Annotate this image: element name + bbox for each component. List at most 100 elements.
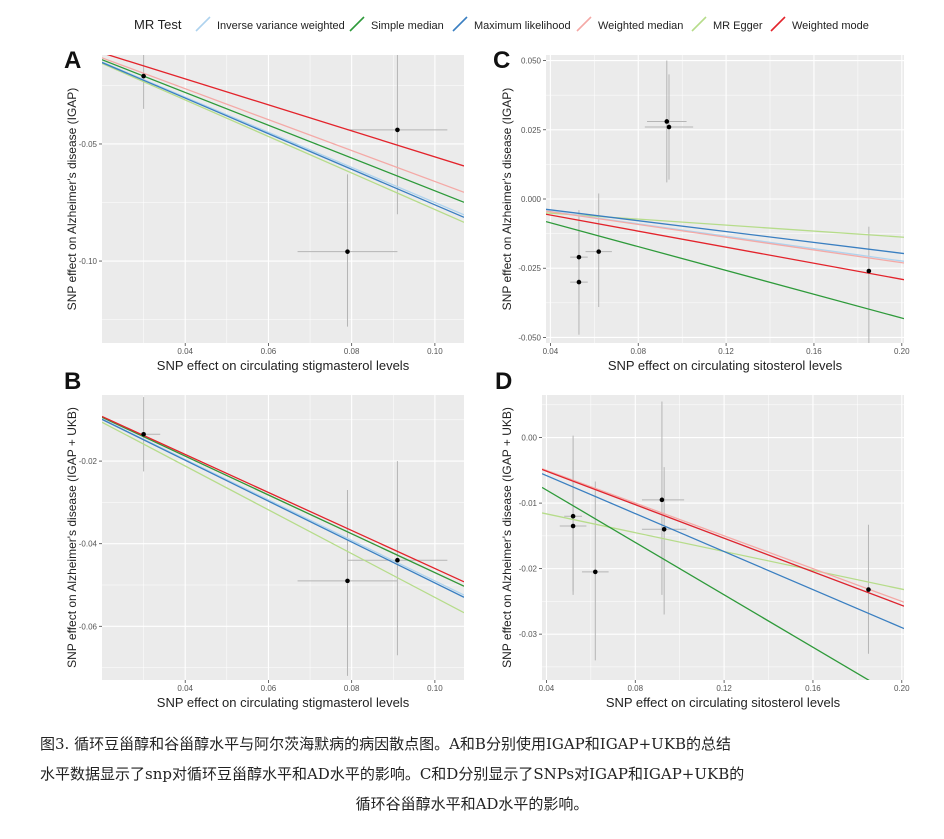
gridlines [546, 55, 904, 343]
snp-point [576, 254, 582, 260]
y-tick-label: -0.06 [79, 622, 98, 631]
x-tick-label: 0.04 [543, 347, 559, 356]
regression-line [546, 213, 904, 281]
snp-point [141, 431, 146, 437]
y-tick-label: -0.10 [79, 257, 98, 266]
snp-point [395, 127, 400, 133]
legend-item-label: Inverse variance weighted [217, 20, 345, 32]
x-tick-label: 0.08 [344, 684, 360, 693]
y-tick-label: 0.000 [521, 195, 542, 204]
plot-area [102, 55, 464, 327]
mr-figure: MR Test Inverse variance weighted Simple … [64, 15, 910, 710]
snp-point [593, 569, 598, 575]
legend: MR Test Inverse variance weighted Simple … [134, 15, 869, 33]
x-axis-title: SNP effect on circulating stigmasterol l… [157, 358, 410, 373]
y-tick-label: -0.05 [79, 140, 98, 149]
panel-d: D 0.04 0.08 0.12 0.16 0.20 0.00 -0.01 -0.02 -0.03… [495, 368, 910, 710]
y-axis-title: SNP effect on Alzheimer's disease (IGAP … [65, 407, 79, 668]
y-tick-label: -0.02 [79, 457, 98, 466]
x-tick-label: 0.08 [630, 347, 646, 356]
y-tick-label: 0.00 [521, 434, 537, 443]
y-tick-label: -0.03 [519, 630, 538, 639]
regression-line [102, 59, 464, 203]
caption-line-3: 循环谷甾醇水平和AD水平的影响。 [355, 795, 589, 813]
x-tick-label: 0.06 [261, 347, 277, 356]
y-axis-title: SNP effect on Alzheimer's disease (IGAP) [65, 88, 79, 311]
panel-letter: D [495, 368, 512, 395]
regression-line [102, 416, 464, 587]
legend-item-label: Simple median [371, 20, 444, 32]
regression-line [102, 421, 464, 614]
legend-item-label: Maximum likelihood [474, 20, 571, 32]
y-axis-title: SNP effect on Alzheimer's disease (IGAP … [500, 407, 514, 668]
y-axis-title: SNP effect on Alzheimer's disease (IGAP) [500, 88, 514, 311]
snp-point [141, 73, 146, 79]
x-tick-label: 0.06 [261, 684, 277, 693]
regression-line [102, 415, 464, 583]
x-tick-label: 0.12 [718, 347, 734, 356]
plot-area [546, 60, 904, 343]
y-tick-label: -0.050 [518, 333, 541, 342]
x-tick-label: 0.08 [344, 347, 360, 356]
snp-point [570, 513, 576, 519]
snp-point [664, 119, 670, 124]
snp-point [659, 497, 665, 503]
regression-line [542, 468, 904, 603]
regression-line [546, 210, 904, 264]
y-tick-label: 0.025 [521, 126, 542, 135]
x-axis-title: SNP effect on circulating stigmasterol l… [157, 695, 410, 710]
regression-line [102, 418, 464, 598]
gridlines [102, 395, 464, 680]
snp-point [866, 587, 871, 592]
panel-letter: A [64, 47, 81, 74]
legend-item-label: MR Egger [713, 20, 763, 32]
y-tick-label: -0.025 [518, 264, 541, 273]
plot-area [102, 397, 464, 676]
regression-line [102, 61, 464, 216]
figure-caption: 图3. 循环豆甾醇和谷甾醇水平与阿尔茨海默病的病因散点图。A和B分别使用IGAP… [40, 729, 904, 819]
caption-line-1: 图3. 循环豆甾醇和谷甾醇水平与阿尔茨海默病的病因散点图。A和B分别使用IGAP… [40, 735, 732, 753]
regression-line [542, 468, 904, 607]
x-tick-label: 0.20 [894, 347, 910, 356]
regression-line [106, 55, 464, 167]
panel-letter: B [64, 368, 81, 395]
legend-title: MR Test [134, 17, 182, 32]
panel-c: C 0.04 0.08 0.12 0.16 0.20 0.050 0.025 0.000 -0.0… [493, 47, 910, 373]
x-tick-label: 0.20 [894, 684, 910, 693]
x-tick-label: 0.16 [805, 684, 821, 693]
legend-key-line-3 [452, 16, 468, 32]
x-tick-label: 0.10 [427, 684, 443, 693]
snp-point [345, 249, 350, 254]
legend-key-line-4 [576, 16, 592, 32]
x-tick-label: 0.04 [177, 347, 193, 356]
x-tick-label: 0.04 [177, 684, 193, 693]
y-tick-label: 0.050 [521, 57, 542, 66]
plot-area [542, 401, 904, 680]
snp-point [661, 527, 667, 532]
panel-letter: C [493, 47, 510, 74]
regression-line [542, 486, 870, 680]
x-axis-title: SNP effect on circulating sitosterol lev… [606, 695, 841, 710]
x-tick-label: 0.04 [539, 684, 555, 693]
regression-line [102, 61, 464, 218]
regression-line [102, 62, 464, 223]
legend-key-line-2 [349, 16, 365, 32]
x-tick-label: 0.16 [806, 347, 822, 356]
gridlines [102, 55, 464, 343]
caption-line-2: 水平数据显示了snp对循环豆甾醇水平和AD水平的影响。C和D分别显示了SNPs对… [40, 765, 745, 783]
regression-line [546, 220, 904, 320]
snp-point [345, 578, 350, 584]
snp-point [596, 249, 602, 254]
x-tick-label: 0.12 [716, 684, 732, 693]
snp-point [576, 279, 582, 285]
x-axis-title: SNP effect on circulating sitosterol lev… [608, 358, 843, 373]
regression-line [546, 208, 904, 255]
legend-key-line-5 [691, 16, 707, 32]
x-tick-label: 0.10 [427, 347, 443, 356]
legend-item-label: Weighted mode [792, 20, 869, 32]
x-tick-label: 0.08 [627, 684, 643, 693]
legend-item-label: Weighted median [598, 20, 683, 32]
y-tick-label: -0.01 [519, 499, 538, 508]
